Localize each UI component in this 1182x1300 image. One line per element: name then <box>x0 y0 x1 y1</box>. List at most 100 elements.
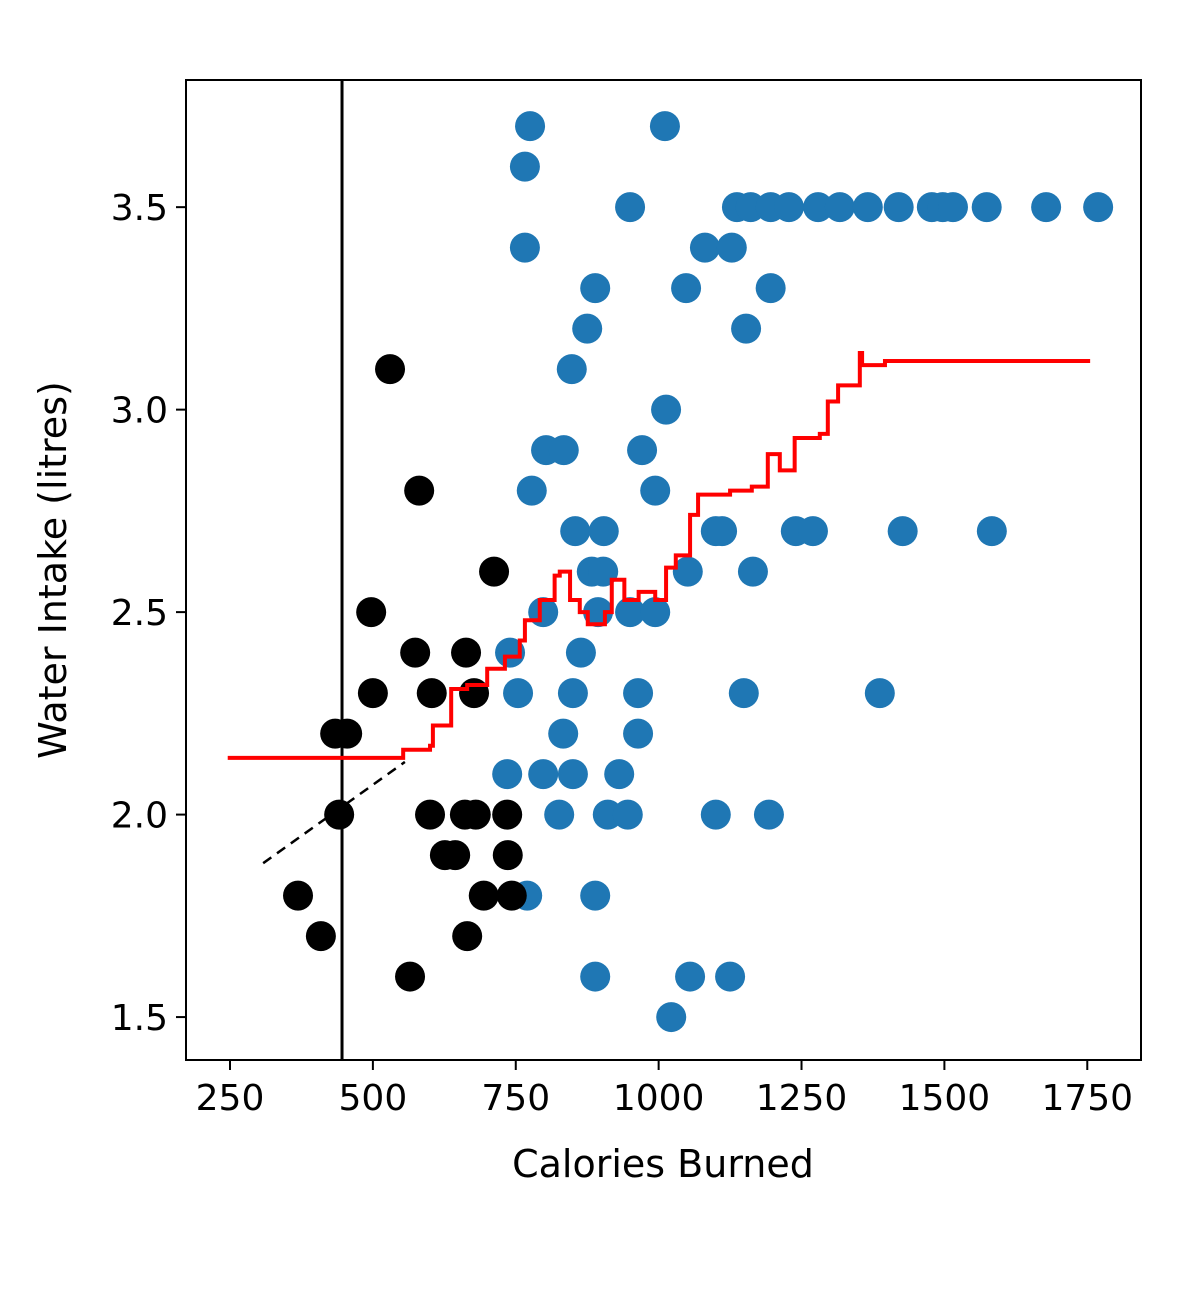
blue-data-point <box>560 516 591 547</box>
y-axis-label: Water Intake (litres) <box>31 381 75 759</box>
blue-data-point <box>971 192 1002 223</box>
black-data-point <box>324 799 355 830</box>
black-data-point <box>332 718 363 749</box>
y-tick-label: 3.0 <box>111 391 168 432</box>
black-data-point <box>452 921 483 952</box>
blue-data-point <box>623 678 654 709</box>
blue-data-point <box>565 637 596 668</box>
blue-data-point <box>675 961 706 992</box>
blue-data-point <box>755 273 786 304</box>
y-tick-label: 3.5 <box>111 188 168 229</box>
x-axis-label: Calories Burned <box>512 1142 814 1186</box>
black-data-point <box>451 637 482 668</box>
blue-data-point <box>588 516 619 547</box>
blue-data-point <box>580 880 611 911</box>
blue-data-point <box>707 516 738 547</box>
blue-data-point <box>516 475 547 506</box>
blue-data-point <box>604 759 635 790</box>
x-tick-label: 1500 <box>899 1078 991 1119</box>
red-step-line <box>227 350 1091 760</box>
blue-data-point <box>548 718 579 749</box>
black-data-point <box>404 475 435 506</box>
y-axis: 1.5 2.0 2.5 3.0 3.5 <box>111 188 186 1039</box>
blue-data-point <box>715 961 746 992</box>
blue-data-point <box>572 313 603 344</box>
blue-data-point <box>640 597 671 628</box>
black-data-point <box>356 597 387 628</box>
blue-data-point <box>976 516 1007 547</box>
black-data-point <box>357 678 388 709</box>
black-data-point <box>459 678 490 709</box>
blue-data-point <box>700 799 731 830</box>
black-data-point <box>479 556 510 587</box>
blue-data-point <box>612 799 643 830</box>
blue-data-point <box>937 192 968 223</box>
blue-data-point <box>753 799 784 830</box>
x-tick-label: 500 <box>339 1078 408 1119</box>
blue-data-point <box>1083 192 1114 223</box>
blue-data-point <box>557 678 588 709</box>
x-tick-label: 1250 <box>756 1078 848 1119</box>
black-data-point <box>468 880 499 911</box>
blue-data-point <box>623 718 654 749</box>
black-data-point <box>395 961 426 992</box>
blue-data-point <box>544 799 575 830</box>
plot-frame <box>185 79 1142 1061</box>
x-tick-label: 1000 <box>613 1078 705 1119</box>
black-data-point <box>440 840 471 871</box>
blue-data-point <box>495 637 526 668</box>
blue-data-point <box>651 394 682 425</box>
black-data-point <box>416 678 447 709</box>
blue-data-point <box>689 232 720 263</box>
blue-data-point <box>672 556 703 587</box>
blue-data-point <box>731 313 762 344</box>
blue-data-point <box>503 678 534 709</box>
blue-data-point <box>773 192 804 223</box>
blue-data-point <box>671 273 702 304</box>
black-data-point <box>375 354 406 385</box>
blue-data-point <box>556 354 587 385</box>
blue-data-point <box>615 192 646 223</box>
black-data-point <box>492 799 523 830</box>
blue-data-point <box>528 759 559 790</box>
x-tick-label: 250 <box>196 1078 265 1119</box>
blue-data-point <box>580 273 611 304</box>
x-tick-label: 750 <box>481 1078 550 1119</box>
blue-data-point <box>728 678 759 709</box>
blue-data-point <box>515 111 546 142</box>
black-data-point <box>492 840 523 871</box>
black-data-point <box>496 880 527 911</box>
y-tick-label: 2.5 <box>111 593 168 634</box>
blue-data-point <box>548 435 579 466</box>
y-tick-label: 1.5 <box>111 998 168 1039</box>
black-data-point <box>460 799 491 830</box>
blue-data-point <box>824 192 855 223</box>
plot-marks <box>227 80 1114 1060</box>
blue-data-point <box>649 111 680 142</box>
dashed-trend-line <box>262 760 406 865</box>
blue-data-point <box>509 151 540 182</box>
black-data-point <box>415 799 446 830</box>
blue-data-point <box>656 1002 687 1033</box>
blue-data-point <box>797 516 828 547</box>
blue-data-point <box>887 516 918 547</box>
blue-data-point <box>509 232 540 263</box>
blue-data-point <box>1031 192 1062 223</box>
blue-data-point <box>852 192 883 223</box>
black-data-point <box>400 637 431 668</box>
black-data-point <box>305 921 336 952</box>
blue-data-point <box>883 192 914 223</box>
x-tick-label: 1750 <box>1041 1078 1133 1119</box>
black-data-point <box>283 880 314 911</box>
blue-data-point <box>864 678 895 709</box>
y-tick-label: 2.0 <box>111 796 168 837</box>
blue-data-point <box>580 961 611 992</box>
blue-data-point <box>557 759 588 790</box>
blue-data-point <box>492 759 523 790</box>
blue-data-point <box>615 597 646 628</box>
blue-data-point <box>737 556 768 587</box>
x-axis: 250 500 750 1000 1250 1500 1750 <box>196 1060 1133 1119</box>
blue-data-point <box>803 192 834 223</box>
blue-data-point <box>716 232 747 263</box>
